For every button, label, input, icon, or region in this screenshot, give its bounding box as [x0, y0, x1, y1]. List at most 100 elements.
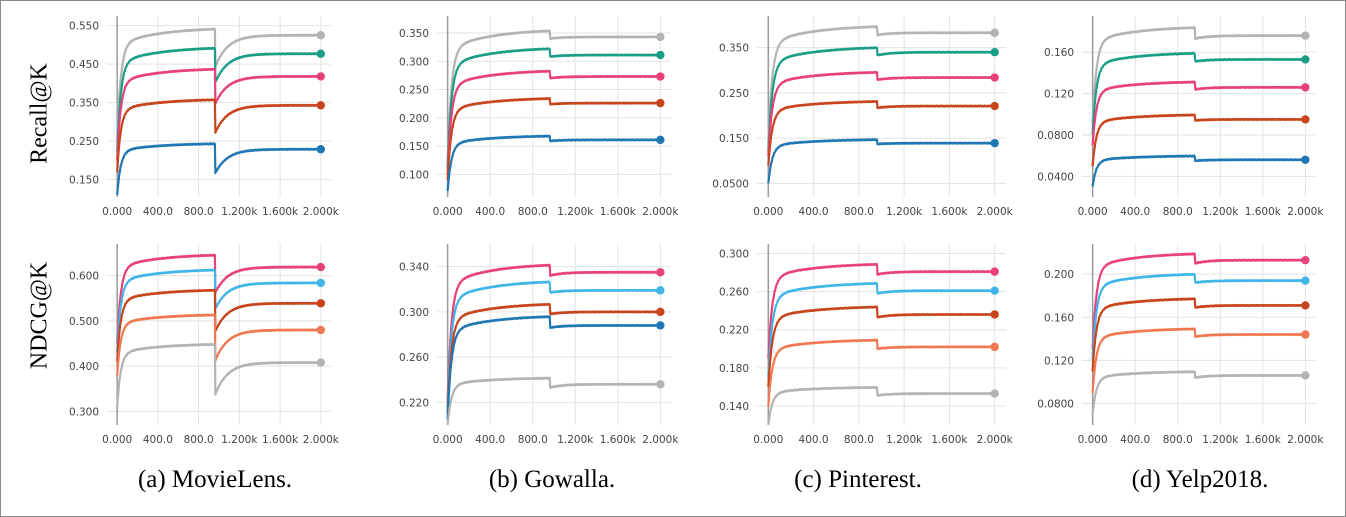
y-tick-label: 0.120 — [1044, 89, 1074, 101]
x-tick-label: 400.0 — [475, 434, 505, 446]
series-line — [767, 281, 996, 377]
x-tick-label: 2.000k — [642, 434, 679, 446]
y-tick-label: 0.500 — [69, 316, 99, 328]
row-label-recall: Recall@K — [26, 63, 53, 164]
y-tick-label: 0.350 — [399, 28, 429, 40]
chart-recall-1: 0.350 0.300 0.250 0.200 0.150 0.100 0.000 400.0… — [399, 16, 679, 218]
series-endpoint — [990, 267, 999, 276]
series-line — [767, 100, 996, 166]
chart-recall-0: 0.550 0.450 0.350 0.250 0.150 0.000 400.0 800.0… — [69, 16, 340, 218]
series-line — [1091, 272, 1307, 360]
series-line — [767, 385, 996, 425]
x-tick-label: 800.0 — [518, 206, 548, 218]
series-endpoint — [656, 380, 665, 389]
series-line — [446, 97, 662, 181]
x-tick-label: 2.000k — [303, 434, 340, 446]
series-endpoint — [1301, 301, 1310, 310]
y-tick-label: 0.550 — [69, 21, 99, 33]
y-tick-label: 0.350 — [69, 98, 99, 110]
x-tick-label: 800.0 — [184, 206, 214, 218]
x-tick-label: 2.000k — [642, 206, 679, 218]
x-tick-label: 0.000 — [753, 206, 783, 218]
series-endpoint — [1301, 115, 1310, 124]
series-endpoint — [1301, 255, 1310, 265]
x-tick-label: 400.0 — [143, 434, 173, 446]
y-tick-label: 0.0800 — [1037, 130, 1074, 142]
x-tick-label: 0.000 — [753, 434, 783, 446]
x-tick-label: 1.200k — [886, 206, 923, 218]
x-tick-label: 1.200k — [886, 434, 923, 446]
caption-pinterest: (c) Pinterest. — [794, 466, 922, 493]
y-tick-label: 0.0500 — [712, 178, 749, 190]
x-tick-label: 0.000 — [433, 434, 463, 446]
series-endpoint — [1301, 276, 1310, 285]
series-endpoint — [1301, 55, 1310, 64]
row-label-ndcg: NDCG@K — [26, 261, 53, 370]
series-endpoint — [990, 48, 999, 57]
series-endpoint — [656, 321, 665, 330]
series-line — [1091, 327, 1307, 394]
x-tick-label: 1.200k — [557, 206, 594, 218]
y-tick-label: 0.160 — [1044, 312, 1074, 324]
y-tick-label: 0.150 — [399, 141, 429, 153]
y-tick-label: 0.220 — [399, 397, 429, 409]
x-tick-label: 800.0 — [518, 434, 548, 446]
series-endpoint — [1301, 155, 1310, 164]
chart-panel: 0.350 0.300 0.250 0.200 0.150 0.100 0.000 400.0… — [385, 10, 685, 225]
x-tick-label: 1.200k — [557, 434, 594, 446]
series-line — [767, 305, 996, 388]
y-tick-label: 0.200 — [399, 113, 429, 125]
series-line — [1091, 252, 1307, 350]
x-tick-label: 400.0 — [143, 206, 173, 218]
x-tick-label: 0.000 — [102, 206, 132, 218]
series-line — [767, 70, 996, 157]
series-endpoint — [1301, 31, 1310, 40]
chart-ndcg-1: 0.340 0.300 0.260 0.220 0.000 400.0 800.0 1.200… — [399, 244, 679, 446]
chart-panel: 0.200 0.160 0.120 0.0800 0.000 400.0 800.0 1.20… — [1030, 238, 1330, 453]
y-tick-label: 0.160 — [1044, 47, 1074, 59]
series-line — [446, 263, 662, 403]
x-tick-label: 2.000k — [1287, 434, 1324, 446]
y-tick-label: 0.0800 — [1037, 398, 1074, 410]
series-endpoint — [316, 262, 326, 272]
series-endpoint — [316, 31, 326, 40]
series-line — [446, 302, 661, 414]
y-tick-label: 0.150 — [719, 133, 749, 145]
x-tick-label: 1.200k — [1202, 434, 1239, 446]
series-endpoint — [656, 135, 665, 145]
series-endpoint — [316, 72, 326, 81]
y-tick-label: 0.250 — [69, 136, 99, 148]
y-tick-label: 0.350 — [719, 43, 749, 55]
series-line — [116, 342, 322, 407]
series-line — [116, 313, 322, 376]
series-line — [1091, 26, 1307, 125]
chart-panel: 0.300 0.260 0.220 0.180 0.140 0.000 400.0 800.0… — [705, 238, 1020, 453]
chart-ndcg-0: 0.600 0.500 0.400 0.300 0.000 400.0 800.0 1.200… — [69, 244, 340, 446]
y-tick-label: 0.140 — [719, 401, 749, 413]
series-line — [116, 67, 322, 161]
chart-ndcg-3: 0.200 0.160 0.120 0.0800 0.000 400.0 800.0 1.20… — [1037, 244, 1324, 446]
x-tick-label: 0.000 — [433, 206, 463, 218]
y-tick-label: 0.260 — [719, 287, 749, 299]
caption-yelp2018: (d) Yelp2018. — [1131, 466, 1269, 493]
chart-panel: 0.160 0.120 0.0800 0.0400 0.000 400.0 800.0 1.2… — [1030, 10, 1330, 225]
x-tick-label: 400.0 — [1120, 434, 1150, 446]
series-endpoint — [656, 307, 665, 317]
y-tick-label: 0.450 — [69, 59, 99, 71]
series-line — [446, 315, 662, 420]
x-tick-label: 1.600k — [600, 434, 637, 446]
y-tick-label: 0.180 — [719, 363, 749, 375]
x-tick-label: 0.000 — [1078, 206, 1108, 218]
x-tick-label: 400.0 — [799, 434, 829, 446]
series-endpoint — [316, 278, 326, 288]
y-tick-label: 0.150 — [69, 175, 99, 187]
y-tick-label: 0.120 — [1044, 355, 1074, 367]
series-endpoint — [1301, 330, 1310, 339]
x-tick-label: 2.000k — [1287, 206, 1324, 218]
chart-panel: 0.600 0.500 0.400 0.300 0.000 400.0 800.0 1.200… — [55, 238, 345, 453]
series-line — [116, 98, 322, 173]
y-tick-label: 0.600 — [69, 271, 99, 283]
series-endpoint — [656, 286, 665, 295]
x-tick-label: 1.200k — [1202, 206, 1239, 218]
y-tick-label: 0.260 — [399, 352, 429, 364]
